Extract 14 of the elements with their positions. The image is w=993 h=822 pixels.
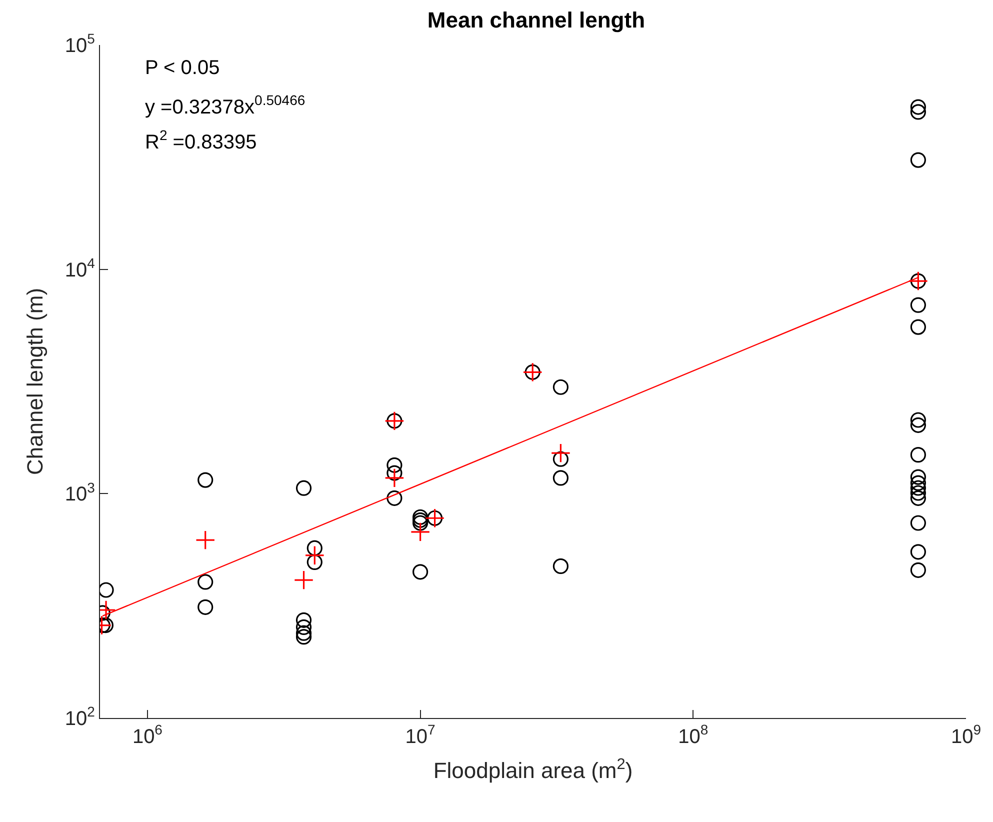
y-tick-label: 10$^{5}$	[64, 30, 96, 57]
annotation: y =0.32378x$^{0.50466}$	[145, 92, 306, 118]
x-tick-label: 10$^{9}$	[950, 722, 982, 748]
x-axis-title: Floodplain area (m$^{2}$)	[433, 756, 633, 783]
annotation: P < 0.05	[145, 57, 220, 79]
x-tick-label: 10$^{6}$	[132, 722, 163, 748]
annotation: R$^{2}$ =0.83395	[145, 127, 257, 154]
y-tick-label: 10$^{4}$	[64, 254, 96, 282]
x-tick-label: 10$^{7}$	[405, 722, 436, 748]
chart-title: Mean channel length	[427, 8, 646, 33]
y-axis-title: Channel length (m)	[22, 288, 48, 476]
y-tick-label: 10$^{3}$	[64, 479, 96, 506]
x-tick-label: 10$^{8}$	[678, 722, 708, 748]
y-tick-label: 10$^{2}$	[64, 704, 96, 730]
